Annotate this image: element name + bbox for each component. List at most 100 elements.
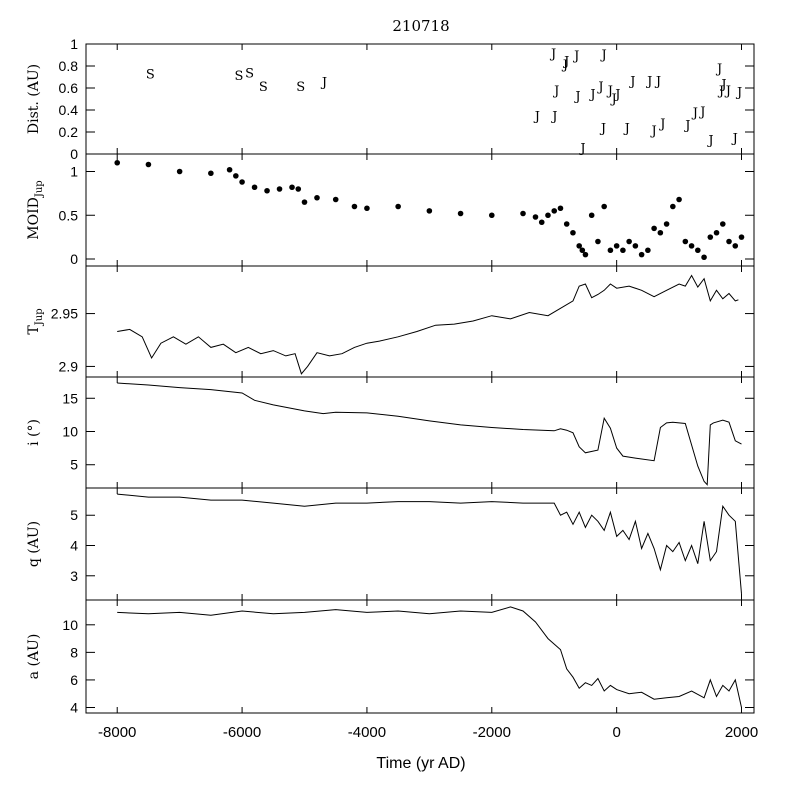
encounter-marker: J <box>735 85 742 100</box>
moid-point <box>239 179 245 185</box>
moid-point <box>579 247 586 254</box>
moid-point <box>457 210 464 217</box>
moid-point <box>145 161 152 168</box>
moid-point <box>657 229 664 236</box>
x-tick-label: 0 <box>612 724 620 741</box>
moid-point <box>701 254 707 261</box>
series-line-tjup <box>117 274 739 375</box>
moid-point <box>732 243 739 249</box>
y-axis-label-tjup: TJup <box>26 308 45 334</box>
encounter-marker: J <box>628 74 635 89</box>
encounter-marker: J <box>623 122 630 137</box>
moid-point <box>613 243 620 249</box>
panel-frame-incl <box>85 376 755 489</box>
y-axis-label-moid: MOIDJup <box>26 180 45 239</box>
y-tick-label-moid: 0 <box>70 251 78 267</box>
panel-moid: 0 0.5 1 MOIDJup <box>26 153 755 267</box>
encounter-marker: J <box>320 75 327 90</box>
y-tick-label-moid: 1 <box>70 164 78 180</box>
encounter-marker: J <box>691 106 698 121</box>
encounter-marker: J <box>578 141 585 156</box>
y-axis-label-main-q: q (AU) <box>26 521 42 567</box>
moid-point <box>301 199 308 205</box>
encounter-marker: S <box>245 67 254 82</box>
moid-point <box>738 234 745 240</box>
moid-point <box>538 219 545 226</box>
encounter-marker: J <box>588 88 595 103</box>
encounter-marker: J <box>731 132 738 147</box>
encounter-marker: J <box>573 90 580 105</box>
encounter-marker: J <box>533 110 540 125</box>
moid-point <box>601 203 607 210</box>
encounter-marker: J <box>550 110 557 125</box>
y-tick-label-q: 5 <box>70 507 78 523</box>
y-axis-label-main-a: a (AU) <box>26 634 42 680</box>
y-tick-label-dist: 1 <box>70 36 78 52</box>
moid-point <box>695 247 701 254</box>
x-tick-label: -2000 <box>473 724 511 741</box>
x-tick-label: -4000 <box>348 724 386 741</box>
panel-incl: 5 10 15 i (°) <box>26 376 755 489</box>
moid-point <box>563 221 570 227</box>
y-axis-label-q: q (AU) <box>26 521 42 567</box>
moid-point <box>426 208 433 214</box>
moid-point <box>670 203 676 210</box>
y-tick-label-q: 4 <box>70 538 78 554</box>
panel-q: 3 4 5 q (AU) <box>26 487 755 601</box>
panel-frame-tjup <box>85 265 755 378</box>
moid-point <box>545 212 551 219</box>
y-tick-label-incl: 15 <box>62 390 78 406</box>
encounter-marker: J <box>698 105 705 120</box>
y-tick-label-dist: 0.4 <box>59 102 79 118</box>
encounter-marker: J <box>645 74 652 89</box>
y-tick-label-dist: 0.8 <box>59 58 79 74</box>
encounter-marker: S <box>235 69 244 84</box>
y-axis-label-sub-tjup: Jup <box>34 308 45 326</box>
y-axis-label-main-tjup: T <box>26 325 42 335</box>
moid-point <box>264 187 270 194</box>
moid-point <box>332 196 339 203</box>
panel-frame-moid <box>85 153 755 267</box>
moid-point <box>289 184 295 191</box>
encounter-marker: J <box>562 55 569 70</box>
y-tick-label-q: 3 <box>70 568 78 584</box>
series-line-a <box>117 606 742 708</box>
y-axis-label-dist: Dist. (AU) <box>26 64 42 134</box>
series-line-q <box>117 493 742 594</box>
encounter-marker: J <box>724 84 731 99</box>
moid-point <box>638 251 645 258</box>
moid-point <box>233 173 239 179</box>
encounter-marker: J <box>650 124 657 139</box>
moid-point <box>395 203 401 210</box>
moid-point <box>364 205 370 212</box>
panel-tjup: 2.9 2.95 TJup <box>26 265 755 378</box>
encounter-marker: J <box>654 74 661 89</box>
moid-point <box>351 203 358 210</box>
y-tick-label-dist: 0 <box>70 146 78 162</box>
y-tick-label-incl: 5 <box>70 457 78 473</box>
encounter-marker: J <box>719 78 726 93</box>
moid-point <box>688 243 695 249</box>
moid-point <box>713 229 720 236</box>
moid-point <box>176 168 183 175</box>
moid-point <box>632 243 639 249</box>
encounter-marker: J <box>610 92 617 107</box>
y-axis-label-main-moid: MOID <box>26 197 42 240</box>
encounter-marker: J <box>561 58 568 73</box>
encounter-marker: J <box>658 117 665 132</box>
encounter-marker: J <box>706 134 713 149</box>
moid-point <box>576 243 582 249</box>
encounter-marker: J <box>606 84 613 99</box>
encounter-marker: J <box>599 122 606 137</box>
y-tick-label-tjup: 2.95 <box>51 306 78 322</box>
moid-point <box>726 238 732 245</box>
encounter-marker: J <box>600 48 607 63</box>
encounter-marker: J <box>596 80 603 95</box>
moid-point <box>532 214 539 220</box>
moid-point <box>226 166 233 173</box>
moid-point <box>676 196 682 203</box>
moid-point <box>520 210 526 217</box>
